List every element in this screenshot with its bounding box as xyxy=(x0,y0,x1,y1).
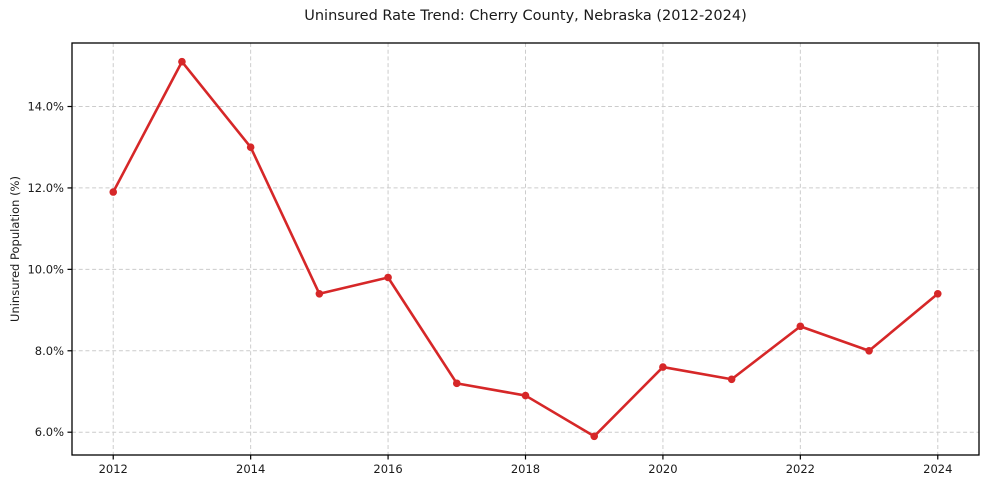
y-tick-label: 10.0% xyxy=(27,262,64,276)
data-point xyxy=(590,432,599,441)
data-point xyxy=(727,375,736,384)
y-tick-label: 12.0% xyxy=(27,181,64,195)
x-tick-label: 2022 xyxy=(786,462,815,476)
data-point xyxy=(452,379,461,388)
y-tick-label: 8.0% xyxy=(35,344,64,358)
x-tick-label: 2014 xyxy=(236,462,265,476)
y-tick-label: 14.0% xyxy=(27,100,64,114)
x-tick-label: 2018 xyxy=(511,462,540,476)
data-point xyxy=(865,346,873,355)
data-point xyxy=(933,289,942,298)
data-point xyxy=(796,322,805,331)
data-point xyxy=(315,289,324,298)
x-tick-label: 2020 xyxy=(648,462,677,476)
x-tick-label: 2016 xyxy=(373,462,402,476)
data-point xyxy=(384,273,392,282)
y-tick-label: 6.0% xyxy=(35,425,64,439)
data-point xyxy=(246,143,255,152)
data-point xyxy=(178,57,186,66)
data-point xyxy=(109,188,118,196)
chart-title: Uninsured Rate Trend: Cherry County, Neb… xyxy=(304,8,747,24)
x-tick-label: 2012 xyxy=(99,462,128,476)
plot-border xyxy=(71,42,980,456)
data-point xyxy=(521,391,530,400)
x-tick-label: 2024 xyxy=(923,462,952,476)
data-point xyxy=(659,363,667,371)
